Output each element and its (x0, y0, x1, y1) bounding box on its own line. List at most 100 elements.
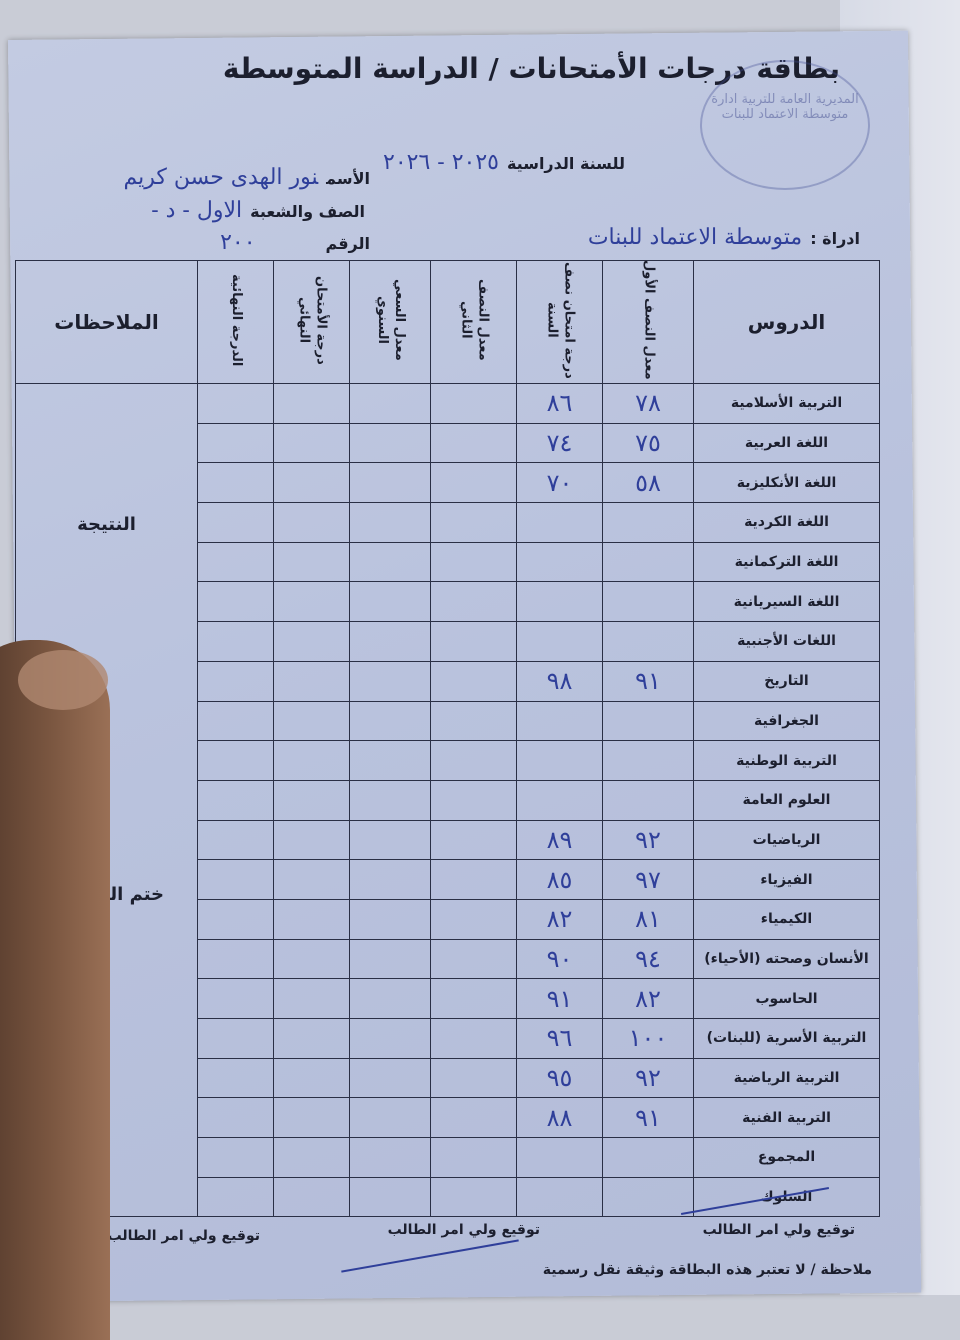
subject-cell: التربية الأسلامية (693, 383, 880, 424)
subject-cell: اللغة السيريانية (693, 581, 880, 623)
year-label: للسنة الدراسية (506, 154, 625, 173)
final-exam-cell (273, 1097, 350, 1139)
subject-cell: السلوك (693, 1176, 880, 1218)
name-label: الأسم (326, 169, 370, 188)
second-half-cell (430, 462, 517, 504)
second-half-cell (430, 621, 517, 662)
final-grade-cell (197, 779, 274, 821)
annual-cell (349, 779, 431, 821)
final-grade-cell (197, 502, 274, 543)
second-half-cell (430, 502, 517, 543)
second-half-cell (430, 1057, 517, 1099)
header-row: الدروس معدل النصف الأول درجة امتحان نصف … (15, 260, 880, 384)
name-line: الأسم نور الهدى حسن كريم (123, 165, 370, 190)
year-value: ٢٠٢٥ - ٢٠٢٦ (383, 150, 499, 175)
class-label: الصف والشعبة (250, 202, 365, 221)
final-exam-cell (273, 660, 350, 702)
table-row: الفيزياء ٩٧ ٨٥ (16, 859, 880, 900)
final-grade-cell (197, 462, 274, 504)
col-annual: معدل السعي السنوي (349, 260, 431, 384)
col-subjects: الدروس (693, 260, 880, 384)
table-row: التربية الأسرية (للبنات) ١٠٠ ٩٦ (16, 1018, 880, 1059)
first-half-cell: ١٠٠ (602, 1018, 694, 1059)
class-line: الصف والشعبة الاول - د - (151, 198, 365, 223)
final-grade-cell (197, 859, 274, 900)
table-row: اللغة العربية ٧٥ ٧٤ (16, 422, 880, 464)
guardian-signature-3: توقيع ولي امر الطالب (107, 1228, 260, 1244)
final-exam-cell (273, 541, 350, 583)
annual-cell (349, 1137, 431, 1178)
col-final-grade: الدرجة النهائية (197, 260, 274, 384)
second-half-cell (430, 1176, 517, 1218)
midyear-cell: ٨٥ (516, 859, 603, 900)
midyear-cell (516, 1176, 603, 1218)
first-half-cell: ٨٢ (602, 978, 694, 1019)
subject-cell: اللغات الأجنبية (693, 621, 880, 662)
second-half-cell (430, 1018, 517, 1059)
second-half-cell (430, 1097, 517, 1139)
annual-cell (349, 621, 431, 662)
midyear-cell: ٩١ (516, 978, 603, 1019)
first-half-cell (602, 581, 694, 623)
final-grade-cell (197, 1018, 274, 1059)
subject-cell: اللغة الأنكليزية (693, 462, 880, 504)
subject-cell: المجموع (693, 1137, 880, 1178)
annual-cell (349, 541, 431, 583)
col-first-half: معدل النصف الأول (602, 260, 694, 384)
col-notes: الملاحظات (15, 260, 198, 384)
subject-cell: اللغة التركمانية (693, 541, 880, 583)
midyear-cell: ٨٢ (516, 898, 603, 940)
second-half-cell (430, 978, 517, 1019)
midyear-cell (516, 621, 603, 662)
final-exam-cell (273, 700, 350, 742)
admin-line: ادراة : متوسطة الاعتماد للبنات (588, 225, 860, 250)
school-stamp: المديرية العامة للتربية ادارة متوسطة الا… (700, 60, 870, 190)
first-half-cell: ٧٥ (602, 422, 694, 464)
col-final-exam: درجة الأمتحان النهائي (273, 260, 350, 384)
final-grade-cell (197, 1137, 274, 1178)
midyear-cell: ٩٦ (516, 1018, 603, 1059)
second-half-cell (430, 422, 517, 464)
annual-cell (349, 1018, 431, 1059)
annual-cell (349, 383, 431, 424)
midyear-cell (516, 740, 603, 781)
first-half-cell (602, 1137, 694, 1178)
subject-cell: الجغرافية (693, 700, 880, 742)
midyear-cell (516, 1137, 603, 1178)
final-exam-cell (273, 859, 350, 900)
midyear-cell: ٨٩ (516, 819, 603, 861)
first-half-cell: ٩٤ (602, 938, 694, 980)
table-row: التربية الوطنية (16, 740, 880, 781)
subject-cell: التربية الفنية (693, 1097, 880, 1139)
footer-note: ملاحظة / لا تعتبر هذه البطاقة وثيقة نقل … (542, 1262, 872, 1278)
midyear-cell: ٧٤ (516, 422, 603, 464)
midyear-cell (516, 581, 603, 623)
table-row: اللغة الكردية (16, 502, 880, 543)
final-exam-cell (273, 740, 350, 781)
final-grade-cell (197, 1097, 274, 1139)
second-half-cell (430, 859, 517, 900)
table-row: العلوم العامة (16, 779, 880, 821)
second-half-cell (430, 819, 517, 861)
annual-cell (349, 1176, 431, 1218)
first-half-cell (602, 779, 694, 821)
final-grade-cell (197, 978, 274, 1019)
final-grade-cell (197, 1176, 274, 1218)
second-half-cell (430, 1137, 517, 1178)
final-grade-cell (197, 740, 274, 781)
subject-cell: اللغة الكردية (693, 502, 880, 543)
annual-cell (349, 978, 431, 1019)
subject-cell: التربية الأسرية (للبنات) (693, 1018, 880, 1059)
midyear-cell: ٩٠ (516, 938, 603, 980)
annual-cell (349, 581, 431, 623)
annual-cell (349, 462, 431, 504)
number-label: الرقم (325, 234, 370, 253)
col-midyear: درجة امتحان نصف السنة (516, 260, 603, 384)
midyear-cell (516, 502, 603, 543)
second-half-cell (430, 938, 517, 980)
annual-cell (349, 938, 431, 980)
first-half-cell: ٩٢ (602, 1057, 694, 1099)
subject-cell: العلوم العامة (693, 779, 880, 821)
first-half-cell: ٨١ (602, 898, 694, 940)
subject-cell: الحاسوب (693, 978, 880, 1019)
